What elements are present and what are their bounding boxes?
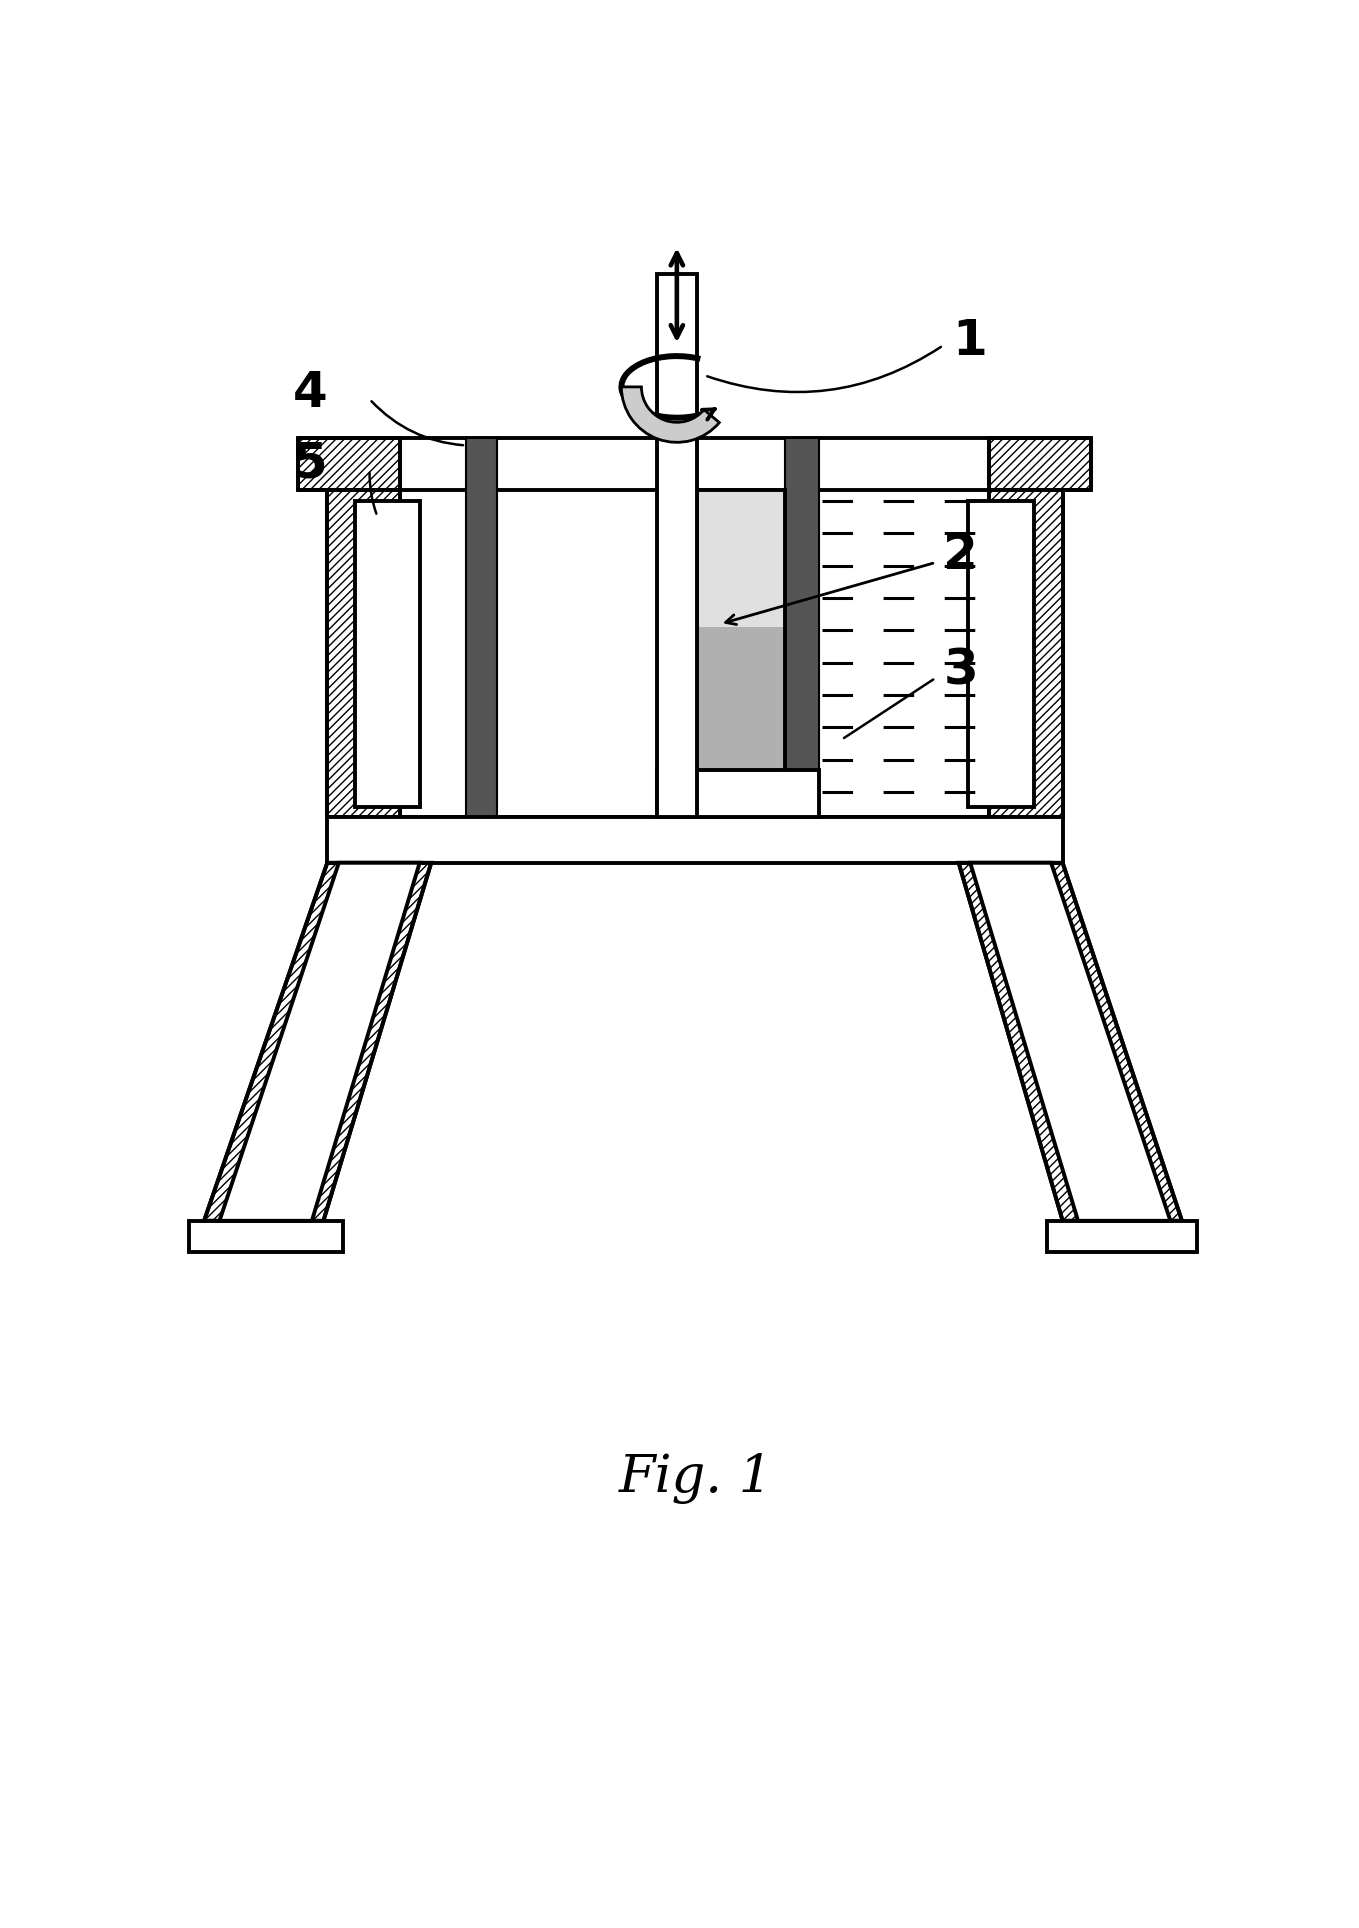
Bar [298, 438, 1091, 490]
Polygon shape [970, 862, 1170, 1220]
Polygon shape [219, 862, 420, 1220]
Text: 5: 5 [292, 440, 328, 488]
Bar [697, 490, 786, 627]
Bar [656, 771, 818, 817]
Bar [466, 438, 496, 817]
Polygon shape [989, 490, 1063, 817]
Bar [328, 817, 1063, 862]
Text: 4: 4 [292, 368, 328, 416]
Polygon shape [298, 438, 401, 490]
Text: 2: 2 [943, 530, 978, 578]
Bar [786, 438, 818, 817]
Polygon shape [989, 438, 1091, 490]
Bar [189, 1220, 342, 1251]
Bar [355, 501, 420, 808]
Bar [401, 490, 989, 817]
Wedge shape [621, 388, 719, 442]
Text: 1: 1 [953, 316, 988, 364]
Polygon shape [204, 862, 431, 1220]
Bar [656, 274, 697, 817]
Bar [1048, 1220, 1197, 1251]
Bar [697, 627, 786, 817]
Text: Fig. 1: Fig. 1 [618, 1454, 773, 1504]
Bar [968, 501, 1034, 808]
Polygon shape [328, 490, 401, 817]
Text: 3: 3 [943, 646, 978, 694]
Polygon shape [958, 862, 1182, 1220]
Bar [697, 490, 786, 817]
